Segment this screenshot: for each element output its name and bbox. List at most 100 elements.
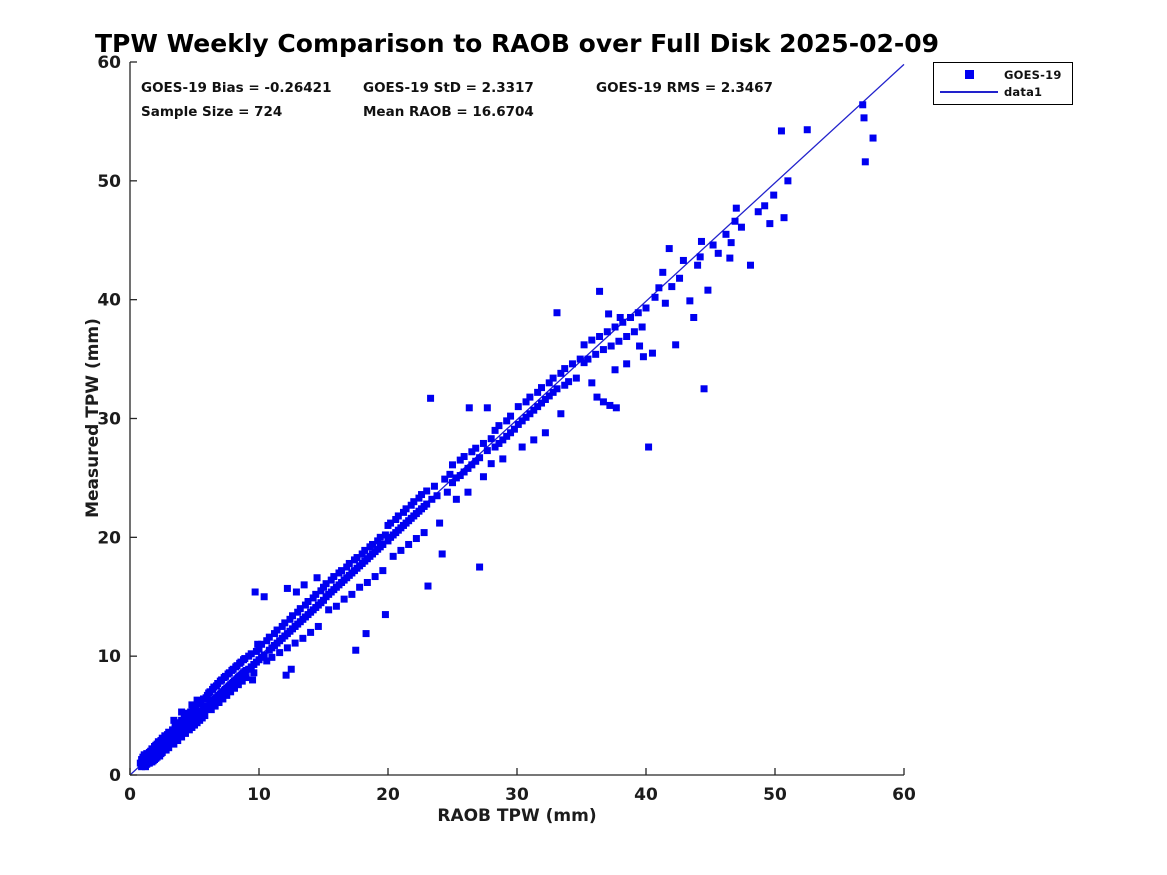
- scatter-point: [452, 495, 460, 503]
- scatter-point: [325, 606, 333, 614]
- scatter-point: [201, 712, 209, 720]
- scatter-point: [299, 634, 307, 642]
- scatter-point: [655, 284, 663, 292]
- scatter-point: [188, 701, 196, 709]
- scatter-point: [307, 628, 315, 636]
- scatter-point: [483, 404, 491, 412]
- scatter-point: [483, 447, 491, 455]
- scatter-point: [144, 753, 152, 761]
- scatter-point: [361, 546, 369, 554]
- scatter-point: [170, 740, 178, 748]
- scatter-point: [291, 639, 299, 647]
- scatter-point: [565, 378, 573, 386]
- scatter-point: [397, 546, 405, 554]
- scatter-point: [534, 388, 542, 396]
- scatter-point: [599, 398, 607, 406]
- scatter-point: [491, 443, 499, 451]
- scatter-point: [281, 619, 289, 627]
- legend-line-swatch-wrap: [934, 90, 1004, 93]
- scatter-point: [381, 611, 389, 619]
- scatter-point: [443, 488, 451, 496]
- stat-mean-raob: Mean RAOB = 16.6704: [363, 104, 534, 120]
- scatter-point: [423, 500, 431, 508]
- scatter-point: [700, 385, 708, 393]
- scatter-point: [468, 448, 476, 456]
- scatter-point: [538, 384, 546, 392]
- scatter-point: [456, 472, 464, 480]
- scatter-point: [580, 359, 588, 367]
- scatter-point: [249, 676, 257, 684]
- scatter-point: [362, 630, 370, 638]
- scatter-point: [605, 310, 613, 318]
- scatter-point: [690, 313, 698, 321]
- scatter-point: [612, 404, 620, 412]
- scatter-point: [530, 406, 538, 414]
- scatter-point: [636, 342, 644, 350]
- scatter-point: [714, 249, 722, 257]
- scatter-point: [420, 529, 428, 537]
- scatter-point: [526, 393, 534, 401]
- scatter-point: [545, 392, 553, 400]
- scatter-point: [286, 615, 294, 623]
- scatter-point: [174, 726, 182, 734]
- scatter-point: [152, 746, 160, 754]
- scatter-point: [268, 653, 276, 661]
- scatter-point: [283, 584, 291, 592]
- scatter-point: [402, 505, 410, 513]
- y-tick-label: 50: [97, 172, 121, 192]
- scatter-point: [549, 388, 557, 396]
- scatter-point: [345, 559, 353, 567]
- scatter-point: [438, 550, 446, 558]
- scatter-point: [263, 657, 271, 665]
- scatter-point: [676, 274, 684, 282]
- scatter-point: [468, 461, 476, 469]
- scatter-point: [371, 573, 379, 581]
- scatter-marker-icon: [964, 70, 974, 79]
- scatter-point: [619, 318, 627, 326]
- scatter-point: [276, 649, 284, 657]
- scatter-point: [522, 413, 530, 421]
- stat-std: GOES-19 StD = 2.3317: [363, 80, 534, 96]
- scatter-point: [580, 341, 588, 349]
- scatter-point: [639, 353, 647, 361]
- x-tick-label: 60: [892, 785, 916, 805]
- scatter-point: [553, 385, 561, 393]
- y-tick-label: 0: [109, 766, 121, 786]
- scatter-point: [491, 426, 499, 434]
- scatter-point: [495, 422, 503, 430]
- scatter-point: [270, 630, 278, 638]
- scatter-point: [659, 268, 667, 276]
- scatter-point: [522, 398, 530, 406]
- scatter-point: [661, 299, 669, 307]
- scatter-point: [460, 453, 468, 461]
- scatter-point: [410, 498, 418, 506]
- scatter-point: [258, 640, 266, 648]
- scatter-point: [171, 721, 179, 729]
- scatter-point: [860, 114, 868, 122]
- scatter-point: [140, 757, 148, 765]
- scatter-point: [283, 644, 291, 652]
- scatter-point: [428, 495, 436, 503]
- scatter-point: [557, 369, 565, 377]
- x-tick-label: 50: [763, 785, 787, 805]
- scatter-point: [568, 360, 576, 368]
- x-tick-label: 0: [124, 785, 136, 805]
- scatter-point: [250, 669, 258, 677]
- scatter-point: [634, 309, 642, 317]
- x-tick-label: 40: [634, 785, 658, 805]
- scatter-point: [327, 576, 335, 584]
- scatter-point: [415, 494, 423, 502]
- legend-label: GOES-19: [1004, 67, 1062, 82]
- scatter-point: [193, 696, 201, 704]
- scatter-point: [526, 410, 534, 418]
- scatter-point: [518, 443, 526, 451]
- scatter-point: [465, 404, 473, 412]
- scatter-point: [179, 721, 187, 729]
- scatter-point: [301, 601, 309, 609]
- y-tick-label: 30: [97, 410, 121, 430]
- scatter-point: [242, 674, 250, 682]
- scatter-point: [234, 681, 242, 689]
- scatter-point: [611, 323, 619, 331]
- scatter-point: [599, 346, 607, 354]
